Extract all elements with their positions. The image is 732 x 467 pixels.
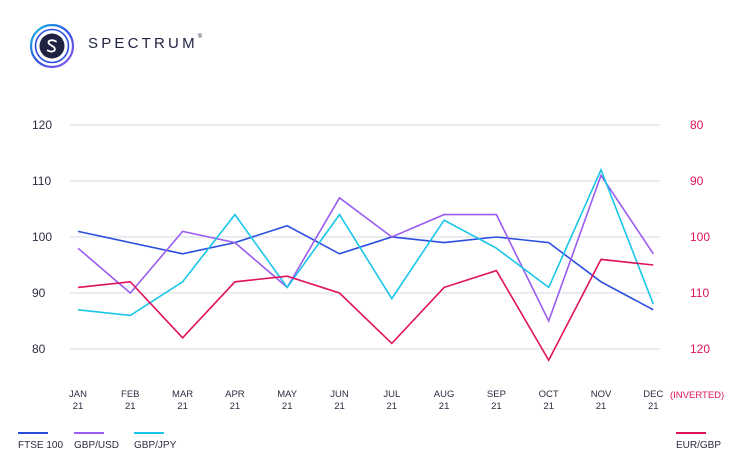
brand-name: SPECTRUM® <box>88 34 203 52</box>
left-axis-tick-label: 80 <box>32 342 46 356</box>
legend-label: GBP/JPY <box>134 440 177 451</box>
x-axis-tick-label: APR 21 <box>225 389 245 412</box>
x-axis-tick-label: OCT 21 <box>539 389 559 412</box>
x-axis-tick-label: MAY 21 <box>277 389 298 412</box>
legend-swatch <box>134 432 164 434</box>
x-axis-tick-label: JAN 21 <box>69 389 87 412</box>
right-axis-tick-label: 110 <box>690 286 709 300</box>
right-axis-inverted-label: (INVERTED) <box>670 390 724 401</box>
series-line-eur-gbp <box>77 258 654 362</box>
x-axis-tick-label: FEB 21 <box>121 389 139 412</box>
left-axis-tick-label: 100 <box>32 230 52 244</box>
x-axis-tick-label: SEP 21 <box>487 389 506 412</box>
right-axis-tick-label: 90 <box>690 174 704 188</box>
x-axis-tick-label: AUG 21 <box>434 389 455 412</box>
x-axis-tick-label: NOV 21 <box>591 389 612 412</box>
legend-label: GBP/USD <box>74 440 120 451</box>
left-axis-tick-label: 120 <box>32 118 52 132</box>
x-axis-tick-label: DEC 21 <box>643 389 663 412</box>
spectrum-logo-icon <box>29 23 75 69</box>
legend-label: FTSE 100 <box>18 440 64 451</box>
legend-swatch <box>74 432 104 434</box>
legend-item-eur-gbp: EUR/GBP <box>676 432 721 451</box>
right-axis-tick-label: 100 <box>690 230 710 244</box>
legend-item-gbp-jpy: GBP/JPY <box>134 432 176 451</box>
left-axis-tick-label: 110 <box>32 174 51 188</box>
series-line-gbp-usd <box>77 173 654 324</box>
series-line-ftse-100 <box>77 224 654 311</box>
x-axis-tick-label: MAR 21 <box>172 389 193 412</box>
left-axis-tick-label: 90 <box>32 286 46 300</box>
x-axis-tick-label: JUL 21 <box>383 389 400 412</box>
x-axis-tick-label: JUN 21 <box>330 389 349 412</box>
legend-item-gbp-usd: GBP/USD <box>74 432 119 451</box>
legend-label: EUR/GBP <box>676 440 722 451</box>
legend-item-ftse-100: FTSE 100 <box>18 432 63 451</box>
right-axis-tick-label: 120 <box>690 342 710 356</box>
legend-swatch <box>18 432 48 434</box>
legend-swatch <box>676 432 706 434</box>
series-line-gbp-jpy <box>77 167 655 317</box>
right-axis-tick-label: 80 <box>690 118 704 132</box>
